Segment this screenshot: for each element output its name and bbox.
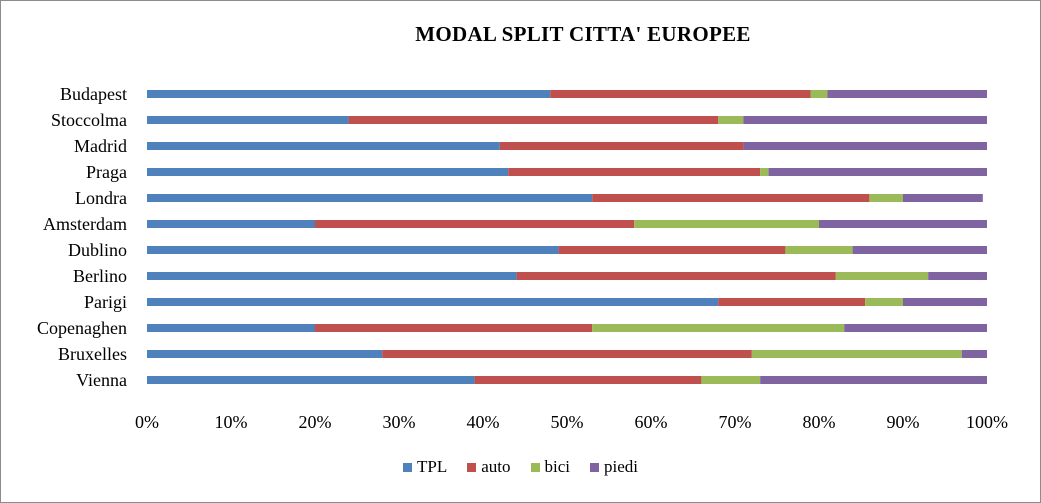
bar-segment-bici (835, 272, 929, 280)
legend-swatch (467, 462, 477, 472)
bar-segment-auto (550, 90, 811, 98)
bar-segment-bici (810, 90, 828, 98)
x-tick-label: 40% (467, 412, 500, 432)
bar-segment-tpl (147, 194, 593, 202)
bar-segment-piedi (852, 246, 987, 254)
category-label: Londra (75, 188, 127, 208)
legend-label: TPL (416, 457, 448, 476)
bar-segment-piedi (760, 376, 987, 384)
bar-segment-piedi (961, 350, 987, 358)
bar-segment-bici (865, 298, 903, 306)
bar-segment-auto (592, 194, 870, 202)
bar-segment-piedi (903, 298, 987, 306)
chart-title: MODAL SPLIT CITTA' EUROPEE (415, 22, 751, 46)
bar-segment-auto (516, 272, 836, 280)
bar-segment-tpl (147, 376, 475, 384)
category-label: Copenaghen (37, 318, 127, 338)
bar-segment-auto (348, 116, 719, 124)
legend-swatch (402, 462, 412, 472)
legend-label: auto (481, 457, 511, 476)
bar-segment-tpl (147, 220, 315, 228)
bar-segment-bici (785, 246, 853, 254)
bar-segment-auto (315, 220, 635, 228)
bar-segment-bici (760, 168, 769, 176)
legend-item-tpl: TPL (402, 457, 448, 477)
bar-segment-auto (718, 298, 866, 306)
bar-segment-tpl (147, 350, 383, 358)
category-label: Praga (86, 162, 127, 182)
legend-label: bici (544, 457, 571, 476)
x-tick-label: 100% (966, 412, 1008, 432)
x-tick-label: 30% (383, 412, 416, 432)
legend-swatch (590, 462, 599, 472)
category-label: Stoccolma (51, 110, 127, 130)
bar-segment-auto (315, 324, 593, 332)
x-tick-label: 70% (719, 412, 752, 432)
bar-segment-piedi (827, 90, 987, 98)
x-tick-label: 50% (551, 412, 584, 432)
bar-segment-tpl (147, 246, 559, 254)
bar-segment-piedi (743, 142, 987, 150)
legend-item-bici: bici (530, 457, 571, 477)
bar-segment-tpl (147, 324, 315, 332)
bar-segment-bici (718, 116, 744, 124)
bar-segment-bici (634, 220, 819, 228)
x-tick-label: 80% (803, 412, 836, 432)
legend-item-auto: auto (467, 457, 511, 477)
category-label: Budapest (60, 84, 127, 104)
x-tick-label: 0% (135, 412, 159, 432)
bar-segment-tpl (147, 272, 517, 280)
bar-segment-piedi (928, 272, 987, 280)
bar-segment-auto (499, 142, 744, 150)
bar-segment-piedi (819, 220, 987, 228)
bar-segment-tpl (147, 168, 509, 176)
bar-segment-auto (474, 376, 702, 384)
bar-segment-bici (869, 194, 903, 202)
legend-swatch (530, 462, 540, 472)
category-label: Bruxelles (58, 344, 127, 364)
bar-segment-auto (382, 350, 752, 358)
bar-segment-piedi (844, 324, 987, 332)
legend-item-piedi: piedi (590, 457, 638, 477)
bar-segment-auto (558, 246, 786, 254)
bar-segment-tpl (147, 116, 349, 124)
bar-segment-piedi (903, 194, 983, 202)
x-tick-label: 20% (299, 412, 332, 432)
category-label: Madrid (74, 136, 127, 156)
bar-segment-piedi (743, 116, 987, 124)
bar-segment-tpl (147, 298, 719, 306)
category-label: Parigi (84, 292, 127, 312)
x-tick-label: 90% (887, 412, 920, 432)
bar-segment-auto (508, 168, 761, 176)
bar-segment-tpl (147, 142, 500, 150)
bar-segment-tpl (147, 90, 551, 98)
bar-segment-piedi (768, 168, 987, 176)
chart-legend: TPL auto bici piedi (1, 457, 1040, 477)
category-label: Berlino (73, 266, 127, 286)
category-label: Amsterdam (43, 214, 127, 234)
legend-label: piedi (604, 457, 638, 476)
category-label: Vienna (76, 370, 127, 390)
category-label: Dublino (68, 240, 127, 260)
bar-segment-bici (701, 376, 761, 384)
bar-segment-bici (751, 350, 962, 358)
x-tick-label: 10% (215, 412, 248, 432)
bar-segment-bici (592, 324, 845, 332)
x-tick-label: 60% (635, 412, 668, 432)
